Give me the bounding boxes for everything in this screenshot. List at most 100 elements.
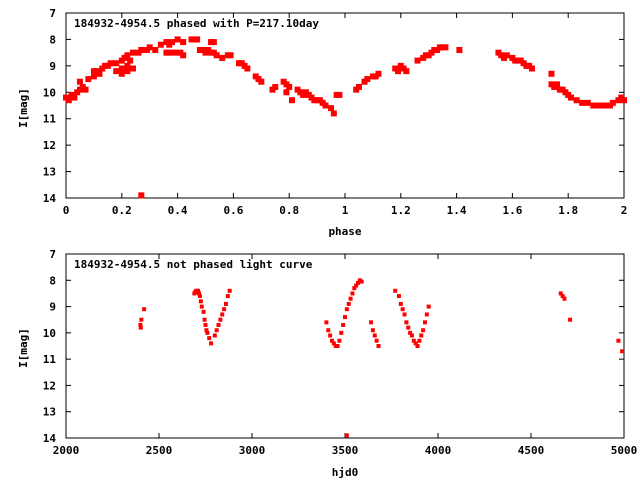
unphased-data-point [620, 349, 625, 354]
phased-x-tick-label: 1.2 [391, 204, 411, 217]
unphased-data-point [408, 330, 413, 335]
unphased-data-point [138, 325, 143, 330]
unphased-data-point [204, 328, 209, 333]
unphased-data-point [337, 338, 342, 343]
phased-data-point [567, 94, 574, 101]
phased-y-tick-label: 8 [49, 33, 56, 46]
phased-data-point [124, 62, 131, 69]
unphased-data-point [331, 341, 336, 346]
phased-data-point [375, 70, 382, 77]
phased-data-point [113, 60, 120, 67]
phased-data-point [124, 68, 131, 75]
unphased-y-tick-label: 7 [49, 248, 56, 261]
phased-data-point [194, 36, 201, 43]
unphased-y-tick-label: 14 [43, 432, 57, 445]
unphased-data-point [196, 291, 201, 296]
phased-data-point [180, 52, 187, 59]
unphased-data-point [411, 338, 416, 343]
phased-data-point [82, 86, 89, 93]
unphased-x-tick-label: 3500 [332, 444, 359, 457]
unphased-data-point [201, 309, 206, 314]
unphased-data-point [404, 320, 409, 325]
unphased-data-point [209, 341, 214, 346]
unphased-y-tick-label: 13 [43, 406, 56, 419]
unphased-data-point [227, 288, 232, 293]
phased-x-tick-label: 1.6 [502, 204, 522, 217]
phased-data-point [395, 68, 402, 75]
phased-y-tick-label: 11 [43, 113, 57, 126]
unphased-data-points [138, 278, 625, 438]
unphased-data-point [343, 315, 347, 320]
unphased-data-point [344, 433, 349, 438]
unphased-data-point [616, 338, 621, 343]
phased-data-point [573, 97, 580, 104]
unphased-data-point [419, 333, 424, 338]
unphased-data-point [196, 288, 201, 293]
unphased-data-point [402, 312, 407, 317]
phased-x-tick-label: 0 [63, 204, 70, 217]
phased-data-point [146, 44, 153, 51]
phased-x-tick-label: 0.2 [112, 204, 132, 217]
phased-data-point [171, 49, 178, 56]
unphased-y-axis-label: I[mag] [17, 328, 30, 368]
unphased-data-point [222, 307, 227, 312]
unphased-data-point [356, 280, 361, 285]
unphased-data-point [422, 320, 427, 325]
unphased-data-point [216, 322, 221, 327]
unphased-x-tick-label: 3000 [239, 444, 266, 457]
unphased-data-point [400, 307, 405, 312]
phased-data-point [129, 65, 136, 72]
unphased-plot-title: 184932-4954.5 not phased light curve [74, 258, 313, 271]
unphased-x-axis-label: hjd0 [332, 466, 359, 479]
unphased-data-point [225, 294, 230, 299]
phased-data-point [85, 76, 92, 83]
unphased-x-tick-label: 4500 [518, 444, 545, 457]
phased-data-point [590, 102, 597, 109]
phased-data-point [322, 102, 329, 109]
phased-data-point [71, 94, 78, 101]
phased-y-tick-label: 9 [49, 60, 56, 73]
phased-x-tick-label: 0.4 [168, 204, 188, 217]
phased-x-tick-label: 1.8 [558, 204, 578, 217]
unphased-data-point [417, 338, 422, 343]
phased-data-point [219, 54, 226, 61]
phased-data-point [96, 70, 103, 77]
phased-data-point [90, 73, 97, 80]
phased-data-point [355, 84, 362, 90]
phased-y-tick-label: 12 [43, 139, 56, 152]
phased-data-point [286, 84, 293, 90]
phased-y-tick-label: 13 [43, 166, 56, 179]
phased-data-point [272, 84, 279, 90]
unphased-data-point [335, 344, 340, 348]
phased-data-point [554, 81, 561, 88]
phased-y-tick-label: 7 [49, 7, 56, 20]
phased-data-point [213, 52, 220, 59]
unphased-plot: 184932-4954.5 not phased light curve hjd… [17, 248, 637, 479]
unphased-data-point [212, 333, 217, 338]
phased-x-axis-label: phase [328, 225, 361, 238]
unphased-x-tick-label: 2500 [146, 444, 173, 457]
unphased-data-point [359, 279, 364, 284]
unphased-data-point [415, 344, 420, 348]
phased-data-point [127, 57, 134, 64]
unphased-data-point [198, 299, 203, 304]
phased-data-point [65, 97, 72, 104]
phased-data-point [124, 52, 131, 59]
unphased-data-point [370, 328, 375, 333]
phased-data-point [152, 47, 159, 53]
unphased-data-point [558, 291, 563, 296]
unphased-data-point [350, 291, 355, 296]
phased-data-point [609, 99, 616, 106]
unphased-data-point [372, 333, 377, 338]
unphased-data-point [341, 322, 346, 327]
unphased-x-tick-label: 5000 [611, 444, 638, 457]
unphased-data-point [220, 312, 225, 317]
unphased-data-point [374, 338, 379, 343]
phased-data-point [330, 110, 337, 117]
phased-data-point [258, 78, 265, 85]
phased-data-point [579, 99, 586, 106]
unphased-data-point [560, 294, 565, 299]
phased-x-tick-label: 2 [621, 204, 628, 217]
phased-data-point [118, 70, 125, 77]
phased-data-point [244, 65, 251, 72]
